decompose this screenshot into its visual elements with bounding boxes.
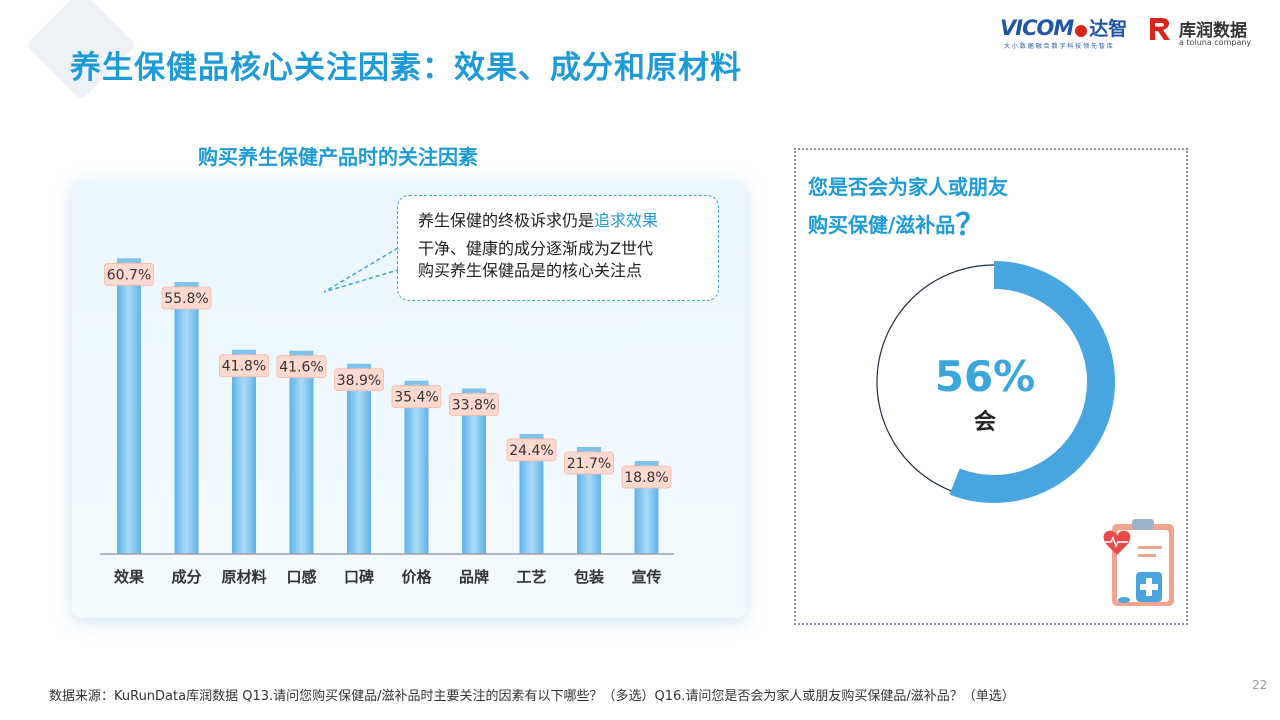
vicom-logo-word: VICOM bbox=[1000, 16, 1074, 40]
page-number: 22 bbox=[1252, 678, 1268, 692]
category-label: 宣传 bbox=[631, 568, 661, 586]
category-label: 原材料 bbox=[221, 568, 266, 586]
bar-cap bbox=[289, 350, 314, 355]
kurun-logo-mark-icon bbox=[1150, 18, 1170, 40]
category-label: 成分 bbox=[171, 568, 201, 586]
source-footnote: 数据来源：KuRunData库润数据 Q13.请问您购买保健品/滋补品时主要关注… bbox=[49, 689, 1015, 704]
category-label: 价格 bbox=[401, 568, 432, 586]
donut-question: 您是否会为家人或朋友 购买保健/滋补品？ bbox=[808, 168, 1008, 245]
data-label-bg bbox=[219, 354, 269, 378]
data-label: 21.7% bbox=[567, 456, 611, 472]
callout-line-1-prefix: 养生保健的终极诉求仍是 bbox=[418, 211, 595, 230]
data-label: 60.7% bbox=[107, 267, 151, 283]
bar-价格 bbox=[404, 382, 429, 554]
bar-chart: 60.7% 效果 55.8% 成分 41.8% 原材料 41.6% 口感 38.9% 口碑 35.4… bbox=[100, 258, 674, 586]
callout-line-3: 购买养生保健品是的核心关注点 bbox=[418, 261, 643, 280]
data-label: 35.4% bbox=[394, 390, 438, 406]
donut-category-label: 会 bbox=[973, 410, 996, 435]
bar-cap bbox=[232, 349, 256, 354]
kurun-logo-cn: 库润数据 bbox=[1179, 21, 1247, 41]
data-label-bg bbox=[506, 438, 557, 462]
bar-chart-title: 购买养生保健产品时的关注因素 bbox=[198, 145, 478, 169]
data-label-bg bbox=[276, 355, 327, 379]
callout-line-1: 养生保健的终极诉求仍是追求效果 bbox=[418, 210, 718, 232]
bar-cap bbox=[347, 363, 371, 368]
donut-question-line-2: 购买保健/滋补品 bbox=[808, 213, 956, 237]
kurun-logo-tagline: a toluna company bbox=[1179, 38, 1252, 47]
data-label-bg bbox=[391, 385, 442, 409]
donut-slice-yes bbox=[949, 261, 1115, 503]
data-label: 24.4% bbox=[509, 443, 553, 459]
callout-highlight: 追求效果 bbox=[594, 211, 659, 230]
kurun-logo: 库润数据 a toluna company bbox=[1146, 14, 1270, 50]
data-label: 18.8% bbox=[624, 470, 668, 486]
vicom-logo-tagline: 大 小 数 据 融 合 数 字 科 技 领 先 智 库 bbox=[1004, 43, 1113, 50]
data-label: 41.8% bbox=[222, 359, 266, 375]
data-label-bg bbox=[161, 286, 212, 310]
data-label: 41.6% bbox=[279, 360, 323, 376]
page-title: 养生保健品核心关注因素：效果、成分和原材料 bbox=[70, 50, 742, 86]
data-label-bg bbox=[104, 262, 154, 286]
donut-chart bbox=[876, 261, 1115, 503]
data-label-bg bbox=[564, 451, 614, 475]
category-label: 效果 bbox=[114, 568, 145, 586]
bar-cap bbox=[174, 282, 199, 286]
bar-cap bbox=[462, 388, 486, 393]
callout-line-2: 干净、健康的成分逐渐成为Z世代 bbox=[418, 239, 653, 258]
category-label: 口碑 bbox=[344, 568, 374, 586]
bar-效果 bbox=[117, 260, 141, 554]
bar-品牌 bbox=[462, 390, 486, 554]
data-label-bg bbox=[449, 393, 499, 416]
medical-clipboard-icon bbox=[1103, 519, 1174, 606]
bar-原材料 bbox=[232, 351, 256, 554]
bar-成分 bbox=[174, 284, 199, 554]
category-label: 口感 bbox=[286, 568, 316, 586]
donut-value-label: 56% bbox=[934, 352, 1036, 401]
donut-panel bbox=[794, 148, 1188, 625]
vicom-logo: VICOM 达智 大 小 数 据 融 合 数 字 科 技 领 先 智 库 bbox=[1000, 14, 1138, 50]
data-label: 55.8% bbox=[164, 291, 208, 307]
donut-question-line-1: 您是否会为家人或朋友 bbox=[808, 175, 1008, 199]
bar-cap bbox=[117, 258, 141, 263]
bar-cap bbox=[577, 447, 601, 451]
bar-口感 bbox=[289, 352, 314, 554]
bar-口碑 bbox=[347, 365, 371, 554]
bar-cap bbox=[404, 380, 429, 385]
callout-pointer bbox=[323, 247, 399, 293]
category-label: 品牌 bbox=[459, 568, 489, 586]
insight-callout: 养生保健的终极诉求仍是追求效果 干净、健康的成分逐渐成为Z世代 购买养生保健品是… bbox=[397, 195, 719, 301]
data-label-bg bbox=[334, 368, 384, 392]
vicom-logo-dot-icon bbox=[1075, 24, 1088, 37]
category-label: 工艺 bbox=[516, 568, 546, 586]
data-label: 33.8% bbox=[452, 397, 496, 413]
vicom-logo-cn: 达智 bbox=[1089, 18, 1128, 40]
question-mark: ？ bbox=[955, 208, 986, 243]
data-label-bg bbox=[621, 465, 672, 489]
category-label: 包装 bbox=[574, 568, 605, 586]
bar-cap bbox=[634, 461, 659, 466]
bar-cap bbox=[519, 433, 544, 438]
data-label: 38.9% bbox=[337, 373, 381, 389]
